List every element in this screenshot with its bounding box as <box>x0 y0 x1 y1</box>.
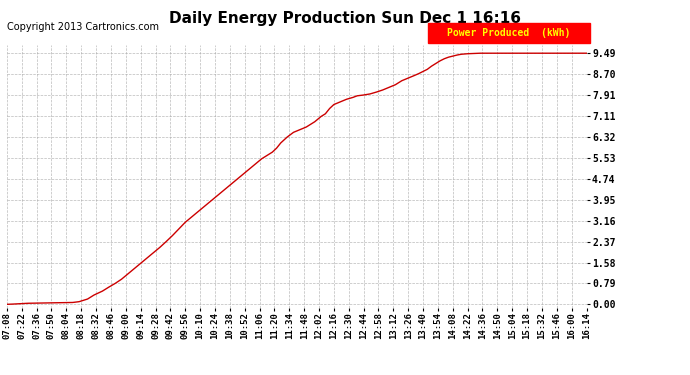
Text: Power Produced  (kWh): Power Produced (kWh) <box>447 28 571 38</box>
Text: Daily Energy Production Sun Dec 1 16:16: Daily Energy Production Sun Dec 1 16:16 <box>169 11 521 26</box>
Text: Copyright 2013 Cartronics.com: Copyright 2013 Cartronics.com <box>7 22 159 33</box>
